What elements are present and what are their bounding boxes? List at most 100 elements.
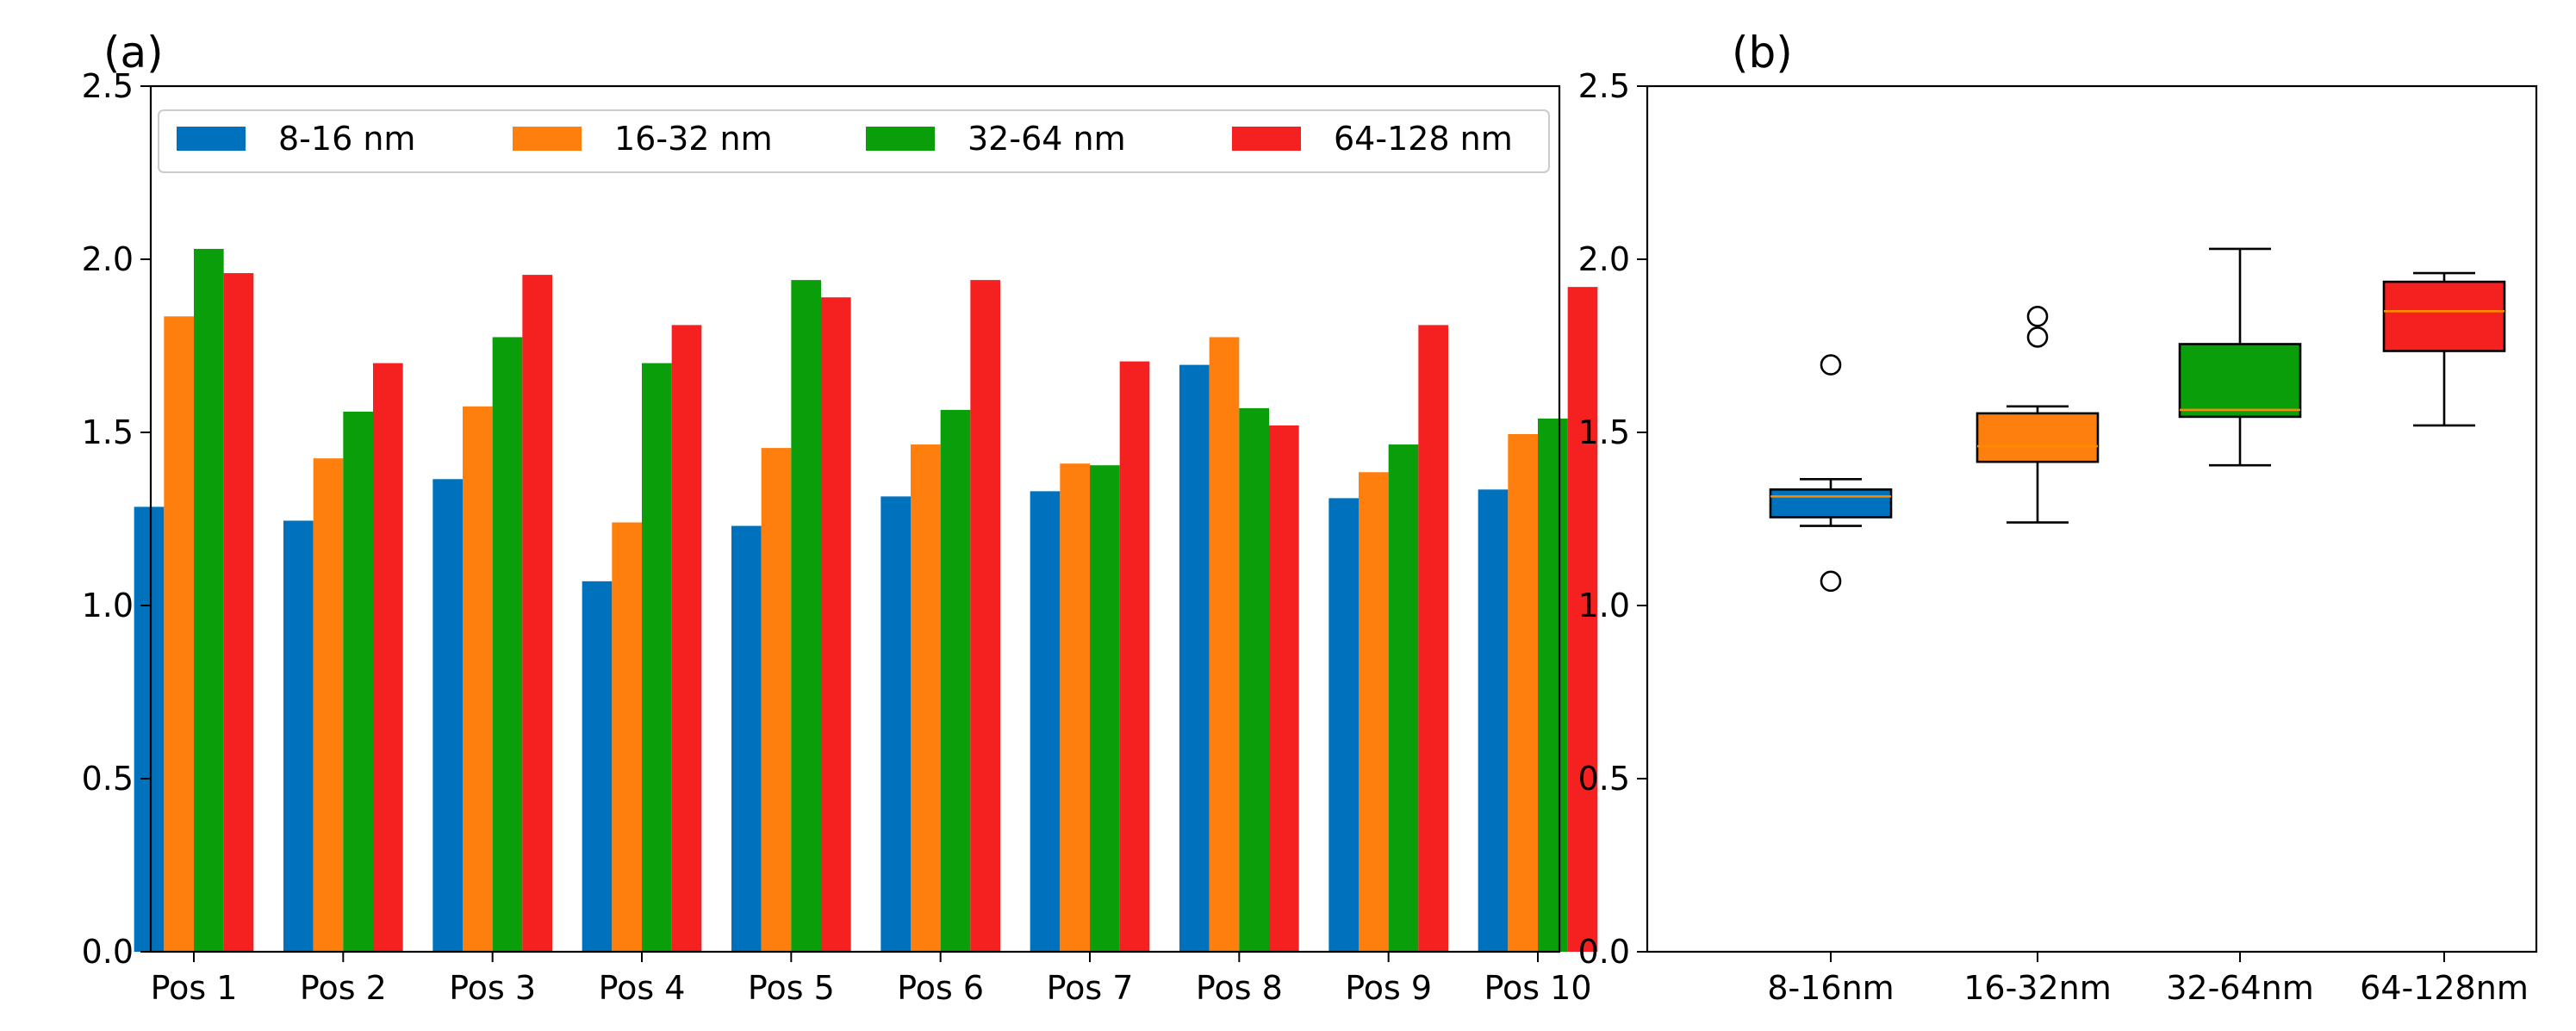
bar-pos-9-32-64nm bbox=[1388, 444, 1419, 952]
x-tick-label: 8-16nm bbox=[1767, 969, 1894, 1007]
panel-b-axes-frame bbox=[1646, 84, 2538, 953]
iqr-box bbox=[1769, 488, 1893, 519]
y-tick-label: 2.5 bbox=[82, 67, 134, 105]
legend-label: 16-32 nm bbox=[614, 120, 773, 158]
panel-a-label: (a) bbox=[103, 28, 164, 78]
x-tick-label: Pos 3 bbox=[449, 969, 536, 1007]
y-tick-label: 1.0 bbox=[82, 587, 134, 624]
x-tick-label: 64-128nm bbox=[2360, 969, 2529, 1007]
bar-pos-9-16-32nm bbox=[1359, 472, 1389, 952]
bar-pos-2-64-128nm bbox=[373, 363, 403, 953]
legend-swatch bbox=[866, 127, 935, 151]
panel-a-y-axis: 0.0 0.5 1.0 1.5 2.0 2.5 bbox=[82, 67, 151, 971]
panel-b-label: (b) bbox=[1732, 28, 1793, 78]
bar-pos-1-32-64nm bbox=[194, 248, 224, 952]
x-tick-label: Pos 6 bbox=[897, 969, 984, 1007]
bar-pos-6-8-16nm bbox=[880, 496, 911, 952]
y-tick-label: 2.0 bbox=[1578, 240, 1630, 278]
bar-pos-3-8-16nm bbox=[432, 479, 463, 952]
box-8-16nm bbox=[1769, 354, 1893, 593]
bar-pos-6-32-64nm bbox=[940, 409, 971, 952]
panel-a-bar-chart: (a) 0.00.51.01.52.02.5 Pos 1 Pos 2 Pos 3 Po… bbox=[82, 28, 1598, 1007]
bar-pos-10-32-64nm bbox=[1538, 418, 1568, 952]
y-tick-label: 2.5 bbox=[1578, 67, 1630, 105]
legend-label: 64-128 nm bbox=[1334, 120, 1513, 158]
bar-pos-1-64-128nm bbox=[223, 273, 254, 953]
bar-pos-8-64-128nm bbox=[1269, 425, 1299, 953]
bar-pos-7-8-16nm bbox=[1030, 491, 1061, 952]
iqr-box bbox=[1976, 412, 2100, 463]
panel-a-legend: 8-16 nm 16-32 nm 32-64 nm 64-128 nm bbox=[158, 109, 1550, 173]
x-tick-label: Pos 4 bbox=[599, 969, 686, 1007]
bar-pos-3-16-32nm bbox=[463, 406, 493, 953]
legend-swatch bbox=[513, 127, 582, 151]
legend-label: 32-64 nm bbox=[968, 120, 1126, 158]
bar-pos-5-64-128nm bbox=[821, 297, 851, 953]
bar-pos-6-64-128nm bbox=[970, 280, 1000, 952]
bar-pos-3-64-128nm bbox=[522, 275, 552, 953]
bar-pos-9-64-128nm bbox=[1418, 325, 1448, 952]
bar-pos-10-64-128nm bbox=[1567, 287, 1598, 952]
legend-frame bbox=[158, 109, 1550, 173]
box-32-64nm bbox=[2178, 247, 2302, 467]
x-tick-label: Pos 8 bbox=[1196, 969, 1283, 1007]
panel-a-axes-frame bbox=[149, 84, 1561, 953]
panel-b-x-axis: 8-16nm 16-32nm 32-64nm 64-128nm bbox=[1767, 952, 2529, 1007]
panel-b-boxes bbox=[1769, 247, 2506, 593]
bar-pos-5-8-16nm bbox=[731, 525, 762, 952]
iqr-box bbox=[2178, 343, 2302, 419]
box-16-32nm bbox=[1976, 306, 2100, 524]
bar-pos-8-32-64nm bbox=[1239, 407, 1269, 952]
bar-pos-10-8-16nm bbox=[1478, 489, 1509, 952]
panel-b-box-plot: (b) 0.0 0.5 1.0 1.5 2.0 2.5 8-16nm 16-32nm 32-6… bbox=[1578, 28, 2538, 1007]
x-tick-label: 32-64nm bbox=[2166, 969, 2314, 1007]
outlier-point bbox=[1820, 354, 1842, 376]
x-tick-label: Pos 2 bbox=[300, 969, 387, 1007]
legend-swatch bbox=[177, 127, 246, 151]
y-tick-label: 0.5 bbox=[82, 760, 134, 798]
bar-pos-9-8-16nm bbox=[1328, 498, 1359, 952]
bar-pos-5-32-64nm bbox=[791, 280, 821, 952]
bar-pos-7-64-128nm bbox=[1119, 361, 1150, 953]
bar-pos-8-8-16nm bbox=[1179, 364, 1210, 952]
y-tick-label: 0.5 bbox=[1578, 760, 1630, 798]
bar-pos-5-16-32nm bbox=[761, 448, 792, 952]
outlier-point bbox=[1820, 570, 1842, 593]
box-64-128nm bbox=[2382, 271, 2506, 427]
panel-a-x-axis: Pos 1 Pos 2 Pos 3 Pos 4 Pos 5 Pos 6 Pos 7 Pos 8… bbox=[151, 952, 1592, 1007]
y-tick-label: 0.0 bbox=[82, 933, 134, 971]
bar-pos-4-16-32nm bbox=[612, 522, 642, 952]
bar-pos-1-8-16nm bbox=[134, 506, 165, 952]
y-tick-label: 0.0 bbox=[1578, 933, 1630, 971]
bar-pos-7-16-32nm bbox=[1060, 463, 1090, 952]
legend-swatch bbox=[1232, 127, 1301, 151]
bar-pos-4-8-16nm bbox=[582, 581, 613, 952]
panel-a-bars bbox=[134, 248, 1598, 953]
x-tick-label: Pos 1 bbox=[151, 969, 238, 1007]
bar-pos-2-32-64nm bbox=[343, 411, 373, 952]
x-tick-label: 16-32nm bbox=[1963, 969, 2112, 1007]
x-tick-label: Pos 10 bbox=[1484, 969, 1591, 1007]
iqr-box bbox=[2382, 280, 2506, 352]
bar-pos-7-32-64nm bbox=[1090, 465, 1120, 952]
bar-pos-1-16-32nm bbox=[164, 316, 194, 953]
outlier-point bbox=[2026, 326, 2049, 348]
y-tick-label: 2.0 bbox=[82, 240, 134, 278]
bar-pos-3-32-64nm bbox=[492, 337, 523, 952]
y-tick-label: 1.0 bbox=[1578, 587, 1630, 624]
bar-pos-2-16-32nm bbox=[313, 458, 344, 952]
bar-pos-8-16-32nm bbox=[1209, 337, 1240, 952]
bar-pos-4-64-128nm bbox=[671, 325, 702, 952]
outlier-point bbox=[2026, 306, 2049, 327]
legend-label: 8-16 nm bbox=[278, 120, 415, 158]
bar-pos-4-32-64nm bbox=[642, 363, 672, 953]
x-tick-label: Pos 9 bbox=[1345, 969, 1432, 1007]
y-tick-label: 1.5 bbox=[82, 413, 134, 451]
x-tick-label: Pos 5 bbox=[748, 969, 835, 1007]
y-tick-label: 1.5 bbox=[1578, 413, 1630, 451]
x-tick-label: Pos 7 bbox=[1047, 969, 1134, 1007]
bar-pos-2-8-16nm bbox=[283, 520, 314, 952]
bar-pos-10-16-32nm bbox=[1508, 434, 1538, 952]
panel-b-y-axis: 0.0 0.5 1.0 1.5 2.0 2.5 bbox=[1578, 67, 1647, 971]
